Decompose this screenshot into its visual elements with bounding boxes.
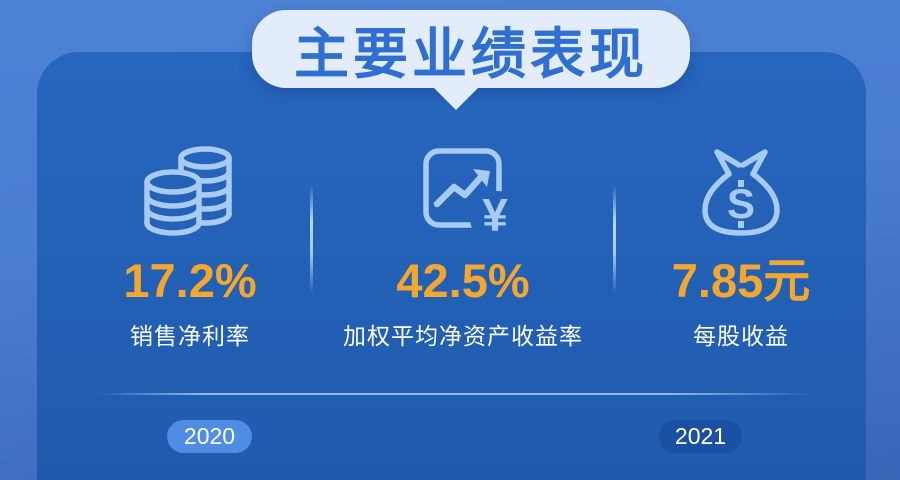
metric-weighted-roe: ¥ 42.5% 加权平均净资产收益率 bbox=[333, 140, 593, 351]
coin-stack-icon bbox=[144, 146, 232, 236]
metric-label: 加权平均净资产收益率 bbox=[343, 323, 583, 349]
metric-value: 17.2% bbox=[123, 254, 257, 307]
column-divider bbox=[613, 184, 616, 294]
column-divider bbox=[310, 184, 313, 294]
money-bag-icon: S bbox=[702, 149, 780, 236]
metric-label: 每股收益 bbox=[693, 323, 789, 349]
metric-earnings-per-share: S 7.85元 每股收益 bbox=[641, 140, 841, 351]
svg-text:¥: ¥ bbox=[482, 189, 508, 240]
trend-chart-yuan-icon: ¥ bbox=[423, 148, 513, 240]
separator-line bbox=[95, 393, 815, 395]
metric-value: 42.5% bbox=[396, 254, 530, 307]
metric-net-profit-margin: 17.2% 销售净利率 bbox=[90, 140, 290, 351]
content-panel bbox=[37, 52, 866, 480]
metric-value: 7.85元 bbox=[671, 254, 811, 307]
page-title: 主要业绩表现 bbox=[293, 23, 648, 85]
metric-label: 销售净利率 bbox=[130, 323, 250, 349]
banner-notch bbox=[433, 87, 479, 110]
year-badge-2020[interactable]: 2020 bbox=[167, 420, 252, 453]
year-badge-2021[interactable]: 2021 bbox=[659, 420, 742, 453]
svg-text:S: S bbox=[727, 180, 755, 227]
title-banner: 主要业绩表现 bbox=[252, 10, 690, 88]
